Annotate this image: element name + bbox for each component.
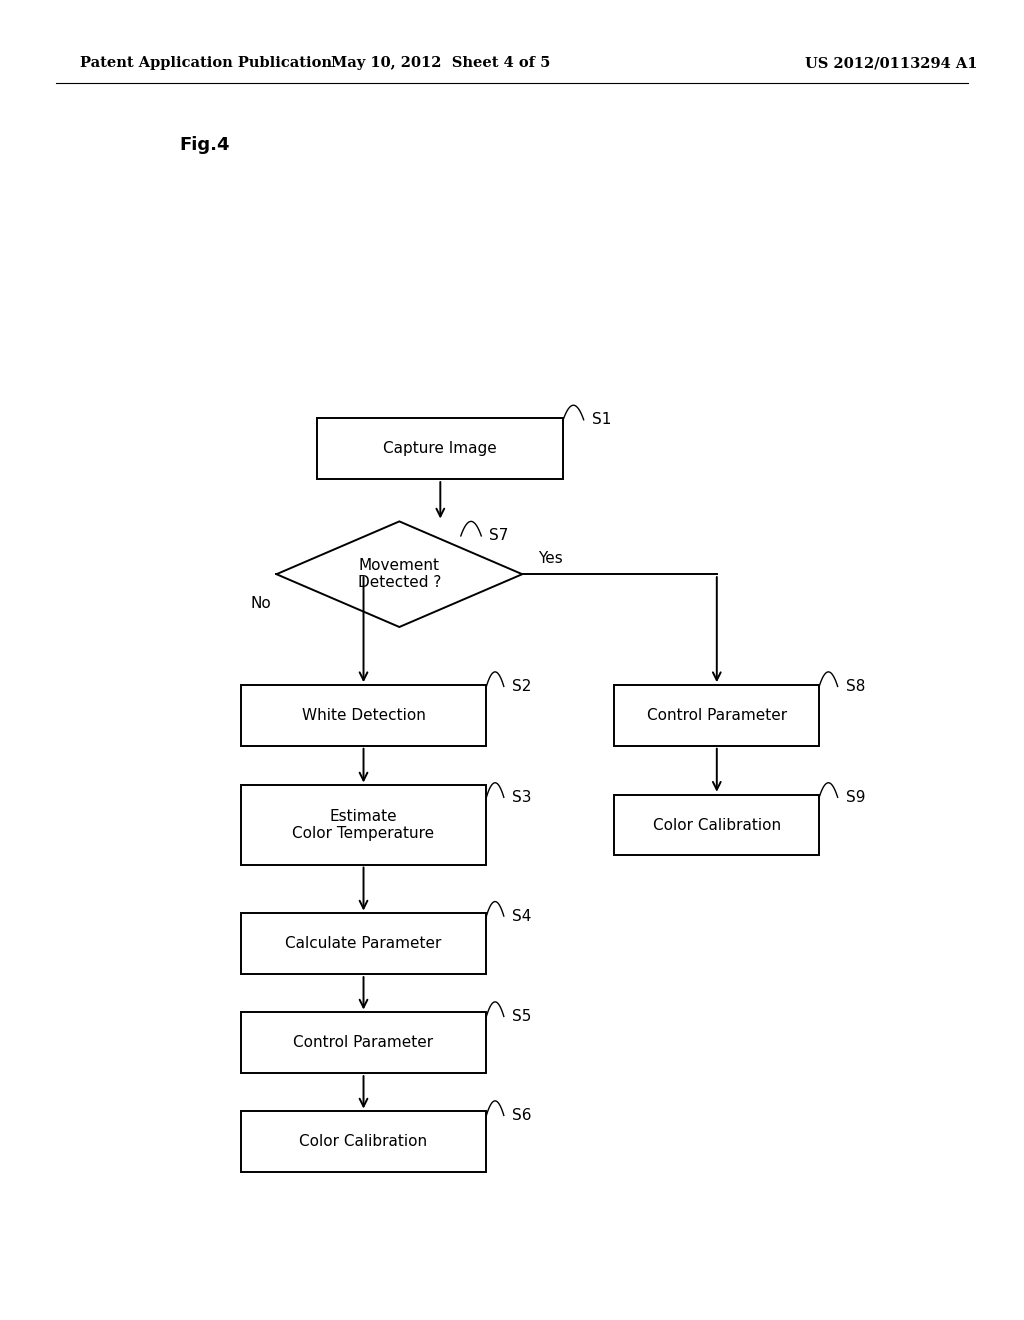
Polygon shape [276, 521, 522, 627]
FancyBboxPatch shape [614, 685, 819, 746]
Text: S6: S6 [512, 1107, 531, 1123]
Text: US 2012/0113294 A1: US 2012/0113294 A1 [805, 57, 977, 70]
Text: Movement
Detected ?: Movement Detected ? [357, 558, 441, 590]
FancyBboxPatch shape [614, 795, 819, 855]
FancyBboxPatch shape [241, 913, 486, 974]
Text: S8: S8 [846, 678, 865, 694]
Text: Control Parameter: Control Parameter [294, 1035, 433, 1051]
Text: Control Parameter: Control Parameter [647, 708, 786, 723]
Text: Calculate Parameter: Calculate Parameter [286, 936, 441, 952]
Text: Color Calibration: Color Calibration [299, 1134, 428, 1150]
FancyBboxPatch shape [317, 418, 563, 479]
Text: Estimate
Color Temperature: Estimate Color Temperature [293, 809, 434, 841]
FancyBboxPatch shape [241, 1111, 486, 1172]
Text: S7: S7 [489, 528, 509, 544]
Text: Patent Application Publication: Patent Application Publication [80, 57, 332, 70]
Text: Yes: Yes [538, 550, 562, 566]
Text: S5: S5 [512, 1008, 531, 1024]
Text: Color Calibration: Color Calibration [652, 817, 781, 833]
Text: May 10, 2012  Sheet 4 of 5: May 10, 2012 Sheet 4 of 5 [331, 57, 550, 70]
FancyBboxPatch shape [241, 785, 486, 865]
Text: Capture Image: Capture Image [383, 441, 498, 457]
Text: No: No [251, 595, 271, 611]
Text: S2: S2 [512, 678, 531, 694]
Text: S1: S1 [592, 412, 611, 428]
Text: S3: S3 [512, 789, 531, 805]
Text: Fig.4: Fig.4 [179, 136, 229, 154]
Text: S4: S4 [512, 908, 531, 924]
Text: White Detection: White Detection [302, 708, 425, 723]
FancyBboxPatch shape [241, 685, 486, 746]
Text: S9: S9 [846, 789, 865, 805]
FancyBboxPatch shape [241, 1012, 486, 1073]
